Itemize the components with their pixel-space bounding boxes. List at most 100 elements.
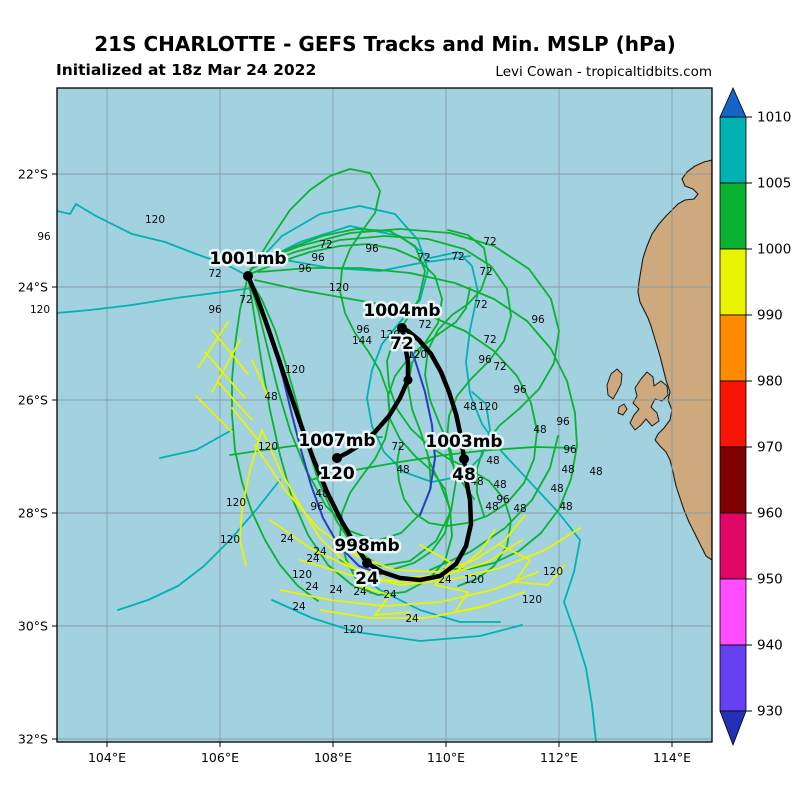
mean-track-point (332, 453, 342, 463)
hour-label: 48 (513, 503, 526, 515)
hour-label: 120 (226, 497, 246, 509)
coastline-island (606, 368, 623, 400)
hour-label: 120 (285, 364, 305, 376)
x-tick-label: 108°E (314, 750, 352, 765)
mean-hour-label: 72 (390, 334, 414, 354)
hour-label: 96 (478, 354, 492, 366)
ensemble-track-teal (57, 287, 253, 314)
colorbar-arrow-down (719, 710, 747, 747)
hour-label: 48 (550, 483, 563, 495)
hour-label: 48 (533, 424, 546, 436)
mean-hour-label: 48 (452, 465, 476, 485)
mean-hour-label: 120 (319, 464, 355, 484)
hour-label: 24 (280, 533, 294, 545)
hour-label: 72 (474, 299, 487, 311)
hour-label: 96 (37, 231, 51, 243)
hour-label: 144 (352, 335, 372, 347)
hour-label: 24 (305, 581, 319, 593)
ensemble-track-teal (57, 203, 249, 277)
mean-track-point (362, 558, 372, 568)
ensemble-track-yellow (195, 395, 233, 433)
colorbar-tick-label: 1010 (757, 110, 791, 126)
hour-label: 24 (383, 589, 397, 601)
ensemble-layer (57, 168, 597, 742)
hour-label: 96 (563, 444, 577, 456)
ensemble-track-teal (339, 559, 501, 623)
hour-label: 24 (313, 546, 327, 558)
land-layer (606, 159, 712, 561)
hour-label: 72 (451, 251, 464, 263)
hour-label: 72 (479, 266, 492, 278)
hour-label: 120 (220, 534, 240, 546)
colorbar-tick-label: 990 (757, 308, 783, 324)
init-time-label: Initialized at 18z Mar 24 2022 (56, 61, 317, 79)
hour-label: 120 (343, 624, 363, 636)
hour-label: 24 (329, 584, 343, 596)
ensemble-track-teal (159, 429, 233, 459)
hour-label: 72 (483, 236, 496, 248)
hour-label: 96 (496, 494, 510, 506)
ensemble-track-yellow (251, 359, 269, 397)
hour-label: 120 (380, 329, 400, 341)
colorbar-tick-label: 970 (757, 440, 783, 456)
mslp-label: 998mb (334, 536, 399, 556)
hour-label: 120 (30, 304, 50, 316)
colorbar-segment (719, 182, 747, 250)
colorbar-segment (719, 248, 747, 316)
hour-label: 48 (486, 455, 499, 467)
ensemble-track-yellow (499, 544, 566, 586)
colorbar-arrow-up (719, 87, 747, 118)
colorbar-segment (719, 446, 747, 514)
coastline-island (617, 403, 628, 416)
ensemble-track-teal (249, 205, 491, 483)
map-frame (56, 87, 713, 743)
y-tick-label: 24°S (18, 280, 48, 295)
colorbar-segment (719, 644, 747, 712)
hour-label: 48 (396, 464, 409, 476)
hour-label: 96 (531, 314, 545, 326)
hour-label: 72 (493, 361, 506, 373)
colorbar-tick-label: 1000 (757, 242, 791, 258)
hour-label: 24 (405, 613, 419, 625)
colorbar-segment (719, 116, 747, 184)
ensemble-track-yellow (217, 381, 253, 421)
colorbar-segment (719, 380, 747, 448)
mslp-label: 1007mb (298, 431, 375, 451)
hour-label: 48 (463, 401, 476, 413)
hour-label: 120 (522, 594, 542, 606)
ensemble-track-yellow (231, 407, 259, 441)
hour-label: 96 (513, 384, 527, 396)
chart-title: 21S CHARLOTTE - GEFS Tracks and Min. MSL… (94, 32, 676, 56)
colorbar-tick-label: 980 (757, 374, 783, 390)
hour-label: 72 (208, 268, 221, 280)
ensemble-track-yellow (279, 571, 539, 607)
hour-label: 96 (310, 501, 324, 513)
ensemble-track-green (249, 168, 391, 594)
hour-label: 120 (258, 441, 278, 453)
ensemble-track-green (251, 235, 512, 500)
colorbar-tick-label: 940 (757, 638, 783, 654)
mean-hour-label: 24 (355, 569, 379, 589)
ensemble-track-yellow (419, 544, 489, 613)
hour-label: 72 (319, 239, 332, 251)
ensemble-track-green (231, 275, 319, 602)
ensemble-track-yellow (319, 591, 526, 619)
hour-label: 72 (239, 294, 252, 306)
hour-label: 48 (589, 466, 602, 478)
hour-label: 96 (311, 252, 325, 264)
credit-label: Levi Cowan - tropicaltidbits.com (495, 64, 712, 80)
hour-label: 96 (208, 304, 222, 316)
colorbar-segment (719, 578, 747, 646)
colorbar-tick-label: 960 (757, 506, 783, 522)
x-tick-label: 110°E (427, 750, 465, 765)
hour-label: 96 (556, 416, 570, 428)
y-tick-label: 30°S (18, 619, 48, 634)
hour-label: 24 (292, 601, 306, 613)
colorbar-segment (719, 512, 747, 580)
x-tick-label: 112°E (540, 750, 578, 765)
hour-label: 120 (543, 566, 563, 578)
ensemble-track-green (249, 228, 560, 517)
